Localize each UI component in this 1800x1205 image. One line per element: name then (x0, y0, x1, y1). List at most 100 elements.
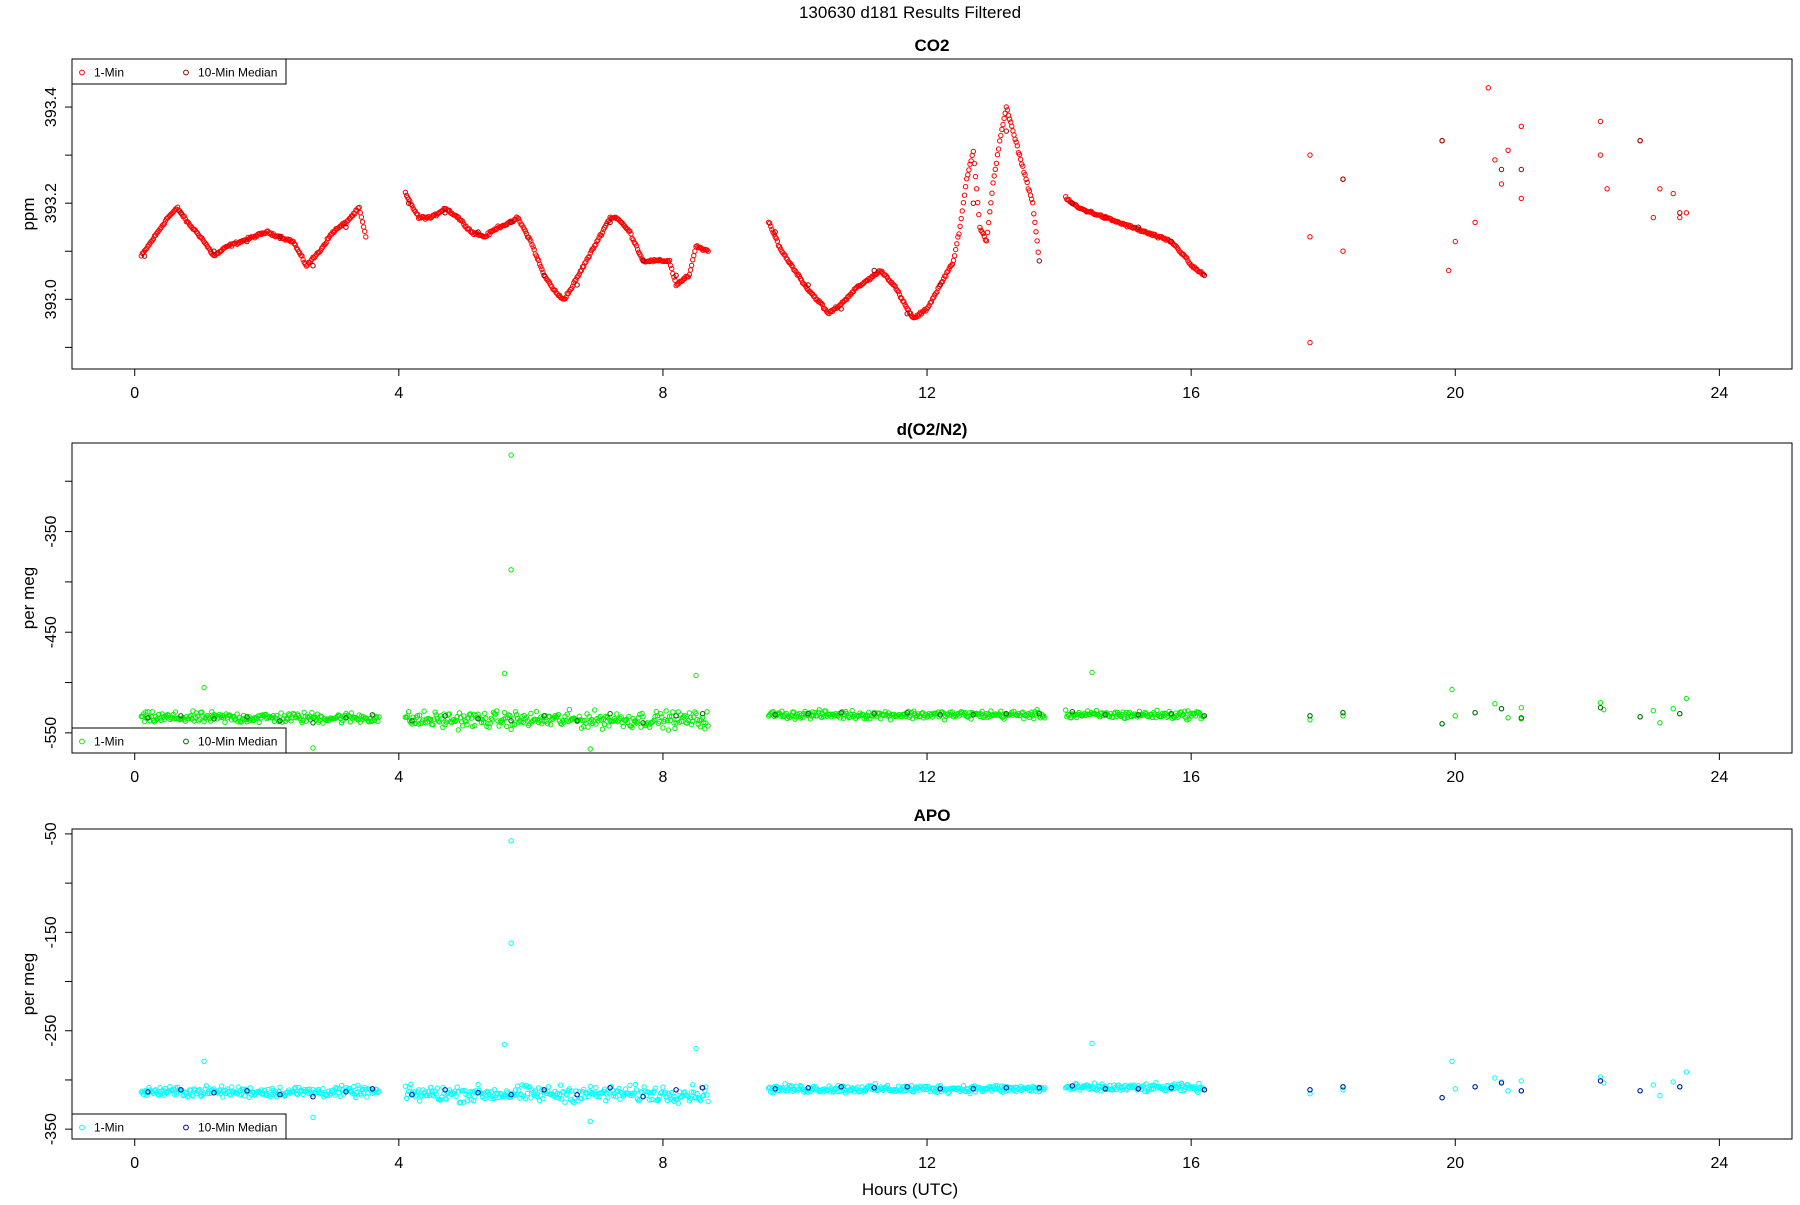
data-point (1162, 710, 1168, 716)
data-point (408, 1081, 414, 1088)
legend-label-median: 10-Min Median (198, 66, 277, 80)
data-point (655, 1096, 662, 1103)
data-point (530, 244, 536, 250)
data-point (460, 1087, 466, 1094)
data-point (587, 1083, 593, 1090)
median-point (970, 200, 976, 206)
data-point (885, 710, 892, 716)
data-point (958, 215, 964, 222)
data-point (956, 231, 962, 237)
median-point (1135, 1086, 1142, 1092)
data-point (955, 234, 961, 240)
data-point (1034, 707, 1040, 713)
median-point (673, 713, 679, 719)
data-point (197, 1087, 203, 1093)
legend-marker-1min (79, 1124, 85, 1131)
data-point (693, 1045, 699, 1052)
data-point (633, 243, 640, 249)
data-point (767, 220, 773, 226)
data-point (432, 709, 438, 715)
median-point (805, 1085, 811, 1091)
median-point (1518, 715, 1525, 721)
data-point (310, 745, 316, 751)
median-point (145, 1089, 151, 1095)
data-point (523, 714, 530, 721)
data-point (593, 241, 599, 248)
median-point (1439, 138, 1445, 144)
data-point (261, 1087, 268, 1094)
median-point (1498, 706, 1505, 712)
data-point (620, 1093, 626, 1099)
median-point (838, 710, 844, 716)
y-tick-label: -150 (43, 916, 60, 948)
data-point (1163, 237, 1169, 243)
data-point (1034, 238, 1040, 244)
data-point (1670, 706, 1676, 712)
data-point (993, 1086, 1000, 1092)
data-point (332, 1092, 338, 1098)
data-point (705, 723, 711, 729)
median-point (1168, 238, 1175, 245)
median-point (310, 720, 316, 726)
data-point (1031, 716, 1037, 722)
data-point (559, 1096, 565, 1102)
median-point (244, 1088, 250, 1094)
data-point (412, 720, 418, 726)
data-point (582, 260, 588, 266)
data-point (1485, 85, 1492, 91)
legend-label-median: 10-Min Median (198, 1121, 277, 1135)
median-point (640, 258, 646, 264)
median-point (1677, 1084, 1683, 1090)
data-point (181, 213, 187, 219)
data-point (687, 267, 694, 273)
data-point (1449, 686, 1455, 693)
data-point (431, 716, 437, 722)
data-point (522, 1096, 529, 1102)
data-point (819, 302, 826, 308)
data-point (681, 714, 687, 720)
data-point (999, 126, 1005, 133)
panel-title: APO (914, 806, 951, 825)
data-point (501, 670, 508, 677)
data-point (792, 267, 798, 274)
data-point (968, 716, 974, 722)
data-point (585, 724, 591, 730)
data-point (650, 718, 656, 725)
data-point (323, 1092, 329, 1099)
data-point (911, 1089, 917, 1095)
data-point (947, 709, 953, 715)
data-point (940, 1087, 947, 1093)
median-point (508, 1092, 514, 1098)
data-point (884, 1082, 891, 1089)
data-point (1683, 210, 1690, 216)
data-point (467, 1088, 474, 1095)
data-point (638, 253, 644, 259)
median-point (310, 1094, 316, 1100)
data-point (529, 1087, 535, 1093)
data-point (285, 716, 291, 723)
data-point (1152, 711, 1158, 717)
data-point (705, 1098, 711, 1105)
data-point (599, 230, 606, 236)
data-point (594, 238, 600, 245)
data-point (998, 132, 1004, 139)
data-point (174, 204, 181, 210)
data-point (540, 1096, 546, 1102)
data-point (494, 708, 500, 714)
median-point (607, 1085, 613, 1091)
data-point (816, 707, 822, 713)
median-point (1340, 176, 1346, 182)
data-point (704, 1092, 710, 1098)
data-point (665, 727, 672, 733)
data-point (975, 199, 981, 206)
median-point (1003, 1085, 1009, 1091)
data-point (456, 710, 463, 716)
y-tick-label: 393.0 (43, 279, 60, 319)
median-point (1518, 1088, 1525, 1094)
data-point (1492, 157, 1498, 163)
data-point (375, 1089, 381, 1096)
data-point (669, 265, 675, 272)
median-point (904, 311, 910, 317)
median-point (1637, 138, 1643, 144)
data-point (274, 713, 280, 719)
